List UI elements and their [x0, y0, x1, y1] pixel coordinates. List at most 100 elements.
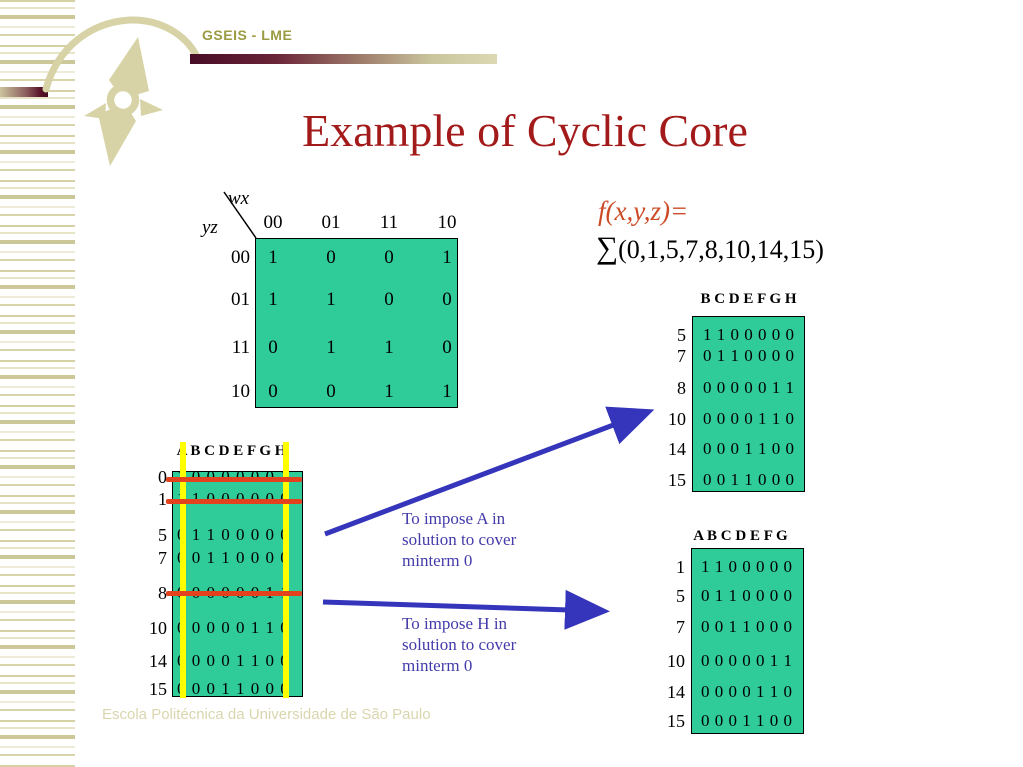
- table-row: 10 0 0 0 0 0 1 1: [651, 651, 792, 673]
- page-title: Example of Cyclic Core: [302, 105, 748, 156]
- reduced-bh-headers: B C D E F G H: [700, 291, 797, 307]
- sigma-symbol: ∑: [596, 230, 619, 265]
- kmap-cell: 1: [384, 337, 394, 358]
- strike-line-row-8: [166, 591, 302, 596]
- strike-line-row-1: [166, 499, 302, 504]
- row-label: 5: [676, 586, 685, 606]
- table-row: 7 0 1 1 0 0 0 0: [652, 346, 794, 368]
- row-bits: 0 0 0 1 1 0 0: [703, 439, 794, 458]
- row-label: 5: [677, 325, 686, 345]
- row-label: 14: [668, 439, 686, 459]
- row-bits: 0 1 1 0 0 0 0: [701, 586, 792, 605]
- kmap-cell: 1: [384, 381, 394, 402]
- kmap-cell: 1: [268, 289, 278, 310]
- kmap-cell: 1: [442, 247, 452, 268]
- table-row: 7 0 0 1 1 0 0 0 0: [135, 548, 289, 570]
- row-bits: 0 0 0 1 1 0 0: [701, 711, 792, 730]
- row-bits: 0 1 1 0 0 0 0 0: [177, 525, 289, 544]
- highlight-line-col-A: [180, 442, 186, 698]
- row-bits: 0 0 1 1 0 0 0: [703, 470, 794, 489]
- row-bits: 0 0 0 1 1 0 0 0: [177, 679, 289, 698]
- row-label: 15: [149, 679, 167, 699]
- row-label: 10: [668, 409, 686, 429]
- table-row: 15 0 0 1 1 0 0 0: [652, 470, 794, 492]
- row-bits: 1 1 0 0 0 0 0: [701, 557, 792, 576]
- table-row: 7 0 0 1 1 0 0 0: [651, 617, 792, 639]
- kmap-row-header: 11: [231, 337, 250, 358]
- row-label: 1: [676, 557, 685, 577]
- kmap-col-header: 11: [379, 212, 399, 233]
- kmap-cell: 0: [442, 289, 452, 310]
- kmap-cell: 1: [326, 289, 336, 310]
- kmap-row: 1 1 0 0: [258, 289, 462, 311]
- strike-line-row-0: [166, 477, 302, 482]
- row-label: 15: [667, 711, 685, 731]
- row-bits: 0 0 0 0 1 1 0: [703, 409, 794, 428]
- kmap-cell: 1: [442, 381, 452, 402]
- kmap-col-header: 00: [263, 212, 283, 233]
- row-label: 8: [158, 583, 167, 603]
- table-row: 14 0 0 0 0 1 1 0 0: [135, 651, 289, 673]
- row-label: 10: [149, 618, 167, 638]
- left-maroon-bar: [0, 87, 48, 97]
- table-row: 10 0 0 0 0 0 1 1 0: [135, 618, 289, 640]
- table-row: 15 0 0 0 1 1 0 0: [651, 711, 792, 733]
- row-label: 7: [676, 617, 685, 637]
- row-bits: 0 0 0 0 0 1 1: [701, 651, 792, 670]
- row-label: 15: [668, 470, 686, 490]
- table-row: 5 0 1 1 0 0 0 0: [651, 586, 792, 608]
- kmap-col-header: 10: [437, 212, 457, 233]
- row-bits: 0 0 0 0 1 1 0 0: [177, 651, 289, 670]
- kmap-cell: 0: [326, 381, 336, 402]
- row-bits: 0 0 1 1 0 0 0 0: [177, 548, 289, 567]
- kmap-cell: 0: [326, 247, 336, 268]
- table-row: 5 1 1 0 0 0 0 0: [652, 325, 794, 347]
- kmap-cell: 0: [268, 381, 278, 402]
- row-label: 14: [149, 651, 167, 671]
- kmap-cell: 0: [268, 337, 278, 358]
- row-bits: 0 0 1 1 0 0 0: [701, 617, 792, 636]
- row-label: 10: [667, 651, 685, 671]
- row-bits: 1 1 0 0 0 0 0: [703, 325, 794, 344]
- kmap-column-headers: 00 01 11 10: [258, 212, 462, 234]
- impose-h-arrow: [322, 589, 610, 630]
- header-gradient-bar: [190, 54, 497, 64]
- kmap-cell: 0: [384, 289, 394, 310]
- table-row: 15 0 0 0 1 1 0 0 0: [135, 679, 289, 701]
- kmap-row: 0 0 1 1: [258, 381, 462, 403]
- row-bits: 0 0 0 0 0 1 1 0: [177, 618, 289, 637]
- reduced-bh-box: [692, 316, 805, 492]
- row-label: 7: [158, 548, 167, 568]
- full-table-box: [172, 471, 303, 697]
- table-row: 1 1 1 0 0 0 0 0: [651, 557, 792, 579]
- row-label: 0: [158, 467, 167, 487]
- table-row: 5 0 1 1 0 0 0 0 0: [135, 525, 289, 547]
- table-row: 8 0 0 0 0 0 1 1: [652, 378, 794, 400]
- impose-h-note: To impose H in solution to cover minterm…: [402, 614, 517, 675]
- kmap-row: 0 1 1 0: [258, 337, 462, 359]
- impose-a-note: To impose A in solution to cover minterm…: [402, 509, 517, 570]
- kmap-row-header: 00: [231, 247, 250, 268]
- row-label: 1: [158, 489, 167, 509]
- row-label: 8: [677, 378, 686, 398]
- kmap-row-header: 01: [231, 289, 250, 310]
- reduced-ag-box: [691, 548, 804, 734]
- table-row: 14 0 0 0 1 1 0 0: [652, 439, 794, 461]
- row-label: 14: [667, 682, 685, 702]
- reduced-ag-headers: A B C D E F G: [693, 528, 788, 544]
- table-row: 10 0 0 0 0 1 1 0: [652, 409, 794, 431]
- formula-rhs: ∑(0,1,5,7,8,10,14,15): [596, 230, 824, 266]
- left-stripes-decor: [0, 0, 75, 767]
- row-bits: 0 0 0 0 1 1 0: [701, 682, 792, 701]
- kmap-row-header: 10: [231, 381, 250, 402]
- kmap-yz-label: yz: [202, 217, 218, 238]
- highlight-line-col-H: [283, 442, 289, 698]
- kmap-cell: 1: [326, 337, 336, 358]
- row-label: 5: [158, 525, 167, 545]
- kmap-wx-label: wx: [228, 188, 250, 209]
- formula-lhs: f(x,y,z)=: [598, 196, 689, 226]
- kmap-cell: 1: [268, 247, 278, 268]
- kmap-cell: 0: [384, 247, 394, 268]
- table-row: 14 0 0 0 0 1 1 0: [651, 682, 792, 704]
